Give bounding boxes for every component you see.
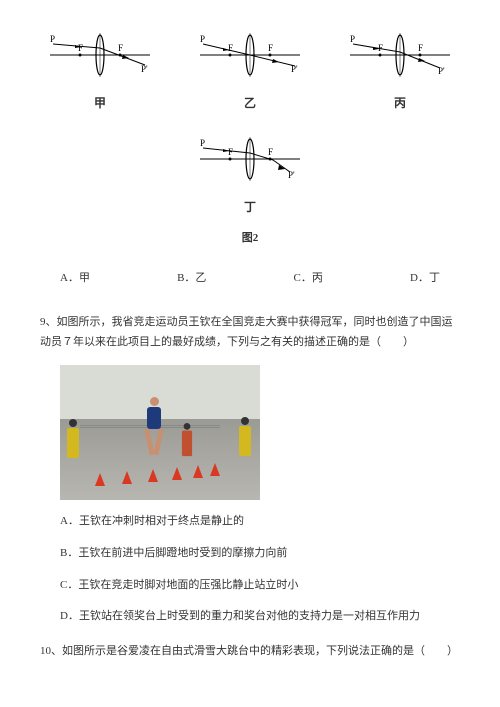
svg-text:F: F — [268, 43, 273, 53]
svg-text:P: P — [200, 138, 205, 148]
q8-option-b: B．乙 — [177, 269, 206, 289]
q9-option-b: B．王钦在前进中后脚蹬地时受到的摩擦力向前 — [60, 544, 460, 564]
q9-option-a: A．王钦在冲刺时相对于终点是静止的 — [60, 512, 460, 532]
race-photo — [60, 365, 260, 500]
lens-svg-yi: P F F P' — [195, 30, 305, 80]
lens-svg-ding: P F F P' — [195, 134, 305, 184]
label-yi: 乙 — [195, 93, 305, 115]
svg-text:P: P — [350, 34, 355, 44]
q9-option-d: D．王钦站在领奖台上时受到的重力和奖台对他的支持力是一对相互作用力 — [60, 607, 460, 627]
q8-option-a: A．甲 — [60, 269, 90, 289]
svg-text:F: F — [78, 43, 83, 53]
svg-text:P': P' — [141, 64, 148, 74]
figure2-title: 图2 — [40, 229, 460, 249]
q9-text: 9、如图所示，我省竞走运动员王钦在全国竞走大赛中获得冠军，同时也创造了中国运动员… — [40, 313, 460, 353]
svg-text:F: F — [268, 147, 273, 157]
q9-option-c: C．王钦在竞走时脚对地面的压强比静止站立时小 — [60, 576, 460, 596]
diagram-jia: P F F P' 甲 — [45, 30, 155, 114]
lens-svg-bing: P F F P' — [345, 30, 455, 80]
q10-text: 10、如图所示是谷爱凌在自由式滑雪大跳台中的精彩表现，下列说法正确的是（ ） — [40, 642, 460, 662]
svg-text:F: F — [228, 147, 233, 157]
q8-option-c: C．丙 — [294, 269, 323, 289]
svg-text:P: P — [50, 34, 55, 44]
diagram-yi: P F F P' 乙 — [195, 30, 305, 114]
svg-text:P: P — [200, 34, 205, 44]
q8-option-d: D．丁 — [410, 269, 440, 289]
q8-options: A．甲 B．乙 C．丙 D．丁 — [60, 269, 440, 289]
lens-svg-jia: P F F P' — [45, 30, 155, 80]
lens-diagrams-container: P F F P' 甲 P F F P' 乙 — [40, 30, 460, 219]
diagram-bing: P F F P' 丙 — [345, 30, 455, 114]
diagram-ding: P F F P' 丁 — [195, 134, 305, 218]
label-bing: 丙 — [345, 93, 455, 115]
svg-text:F: F — [228, 43, 233, 53]
svg-text:F: F — [418, 43, 423, 53]
label-jia: 甲 — [45, 93, 155, 115]
svg-text:F: F — [118, 43, 123, 53]
label-ding: 丁 — [195, 197, 305, 219]
